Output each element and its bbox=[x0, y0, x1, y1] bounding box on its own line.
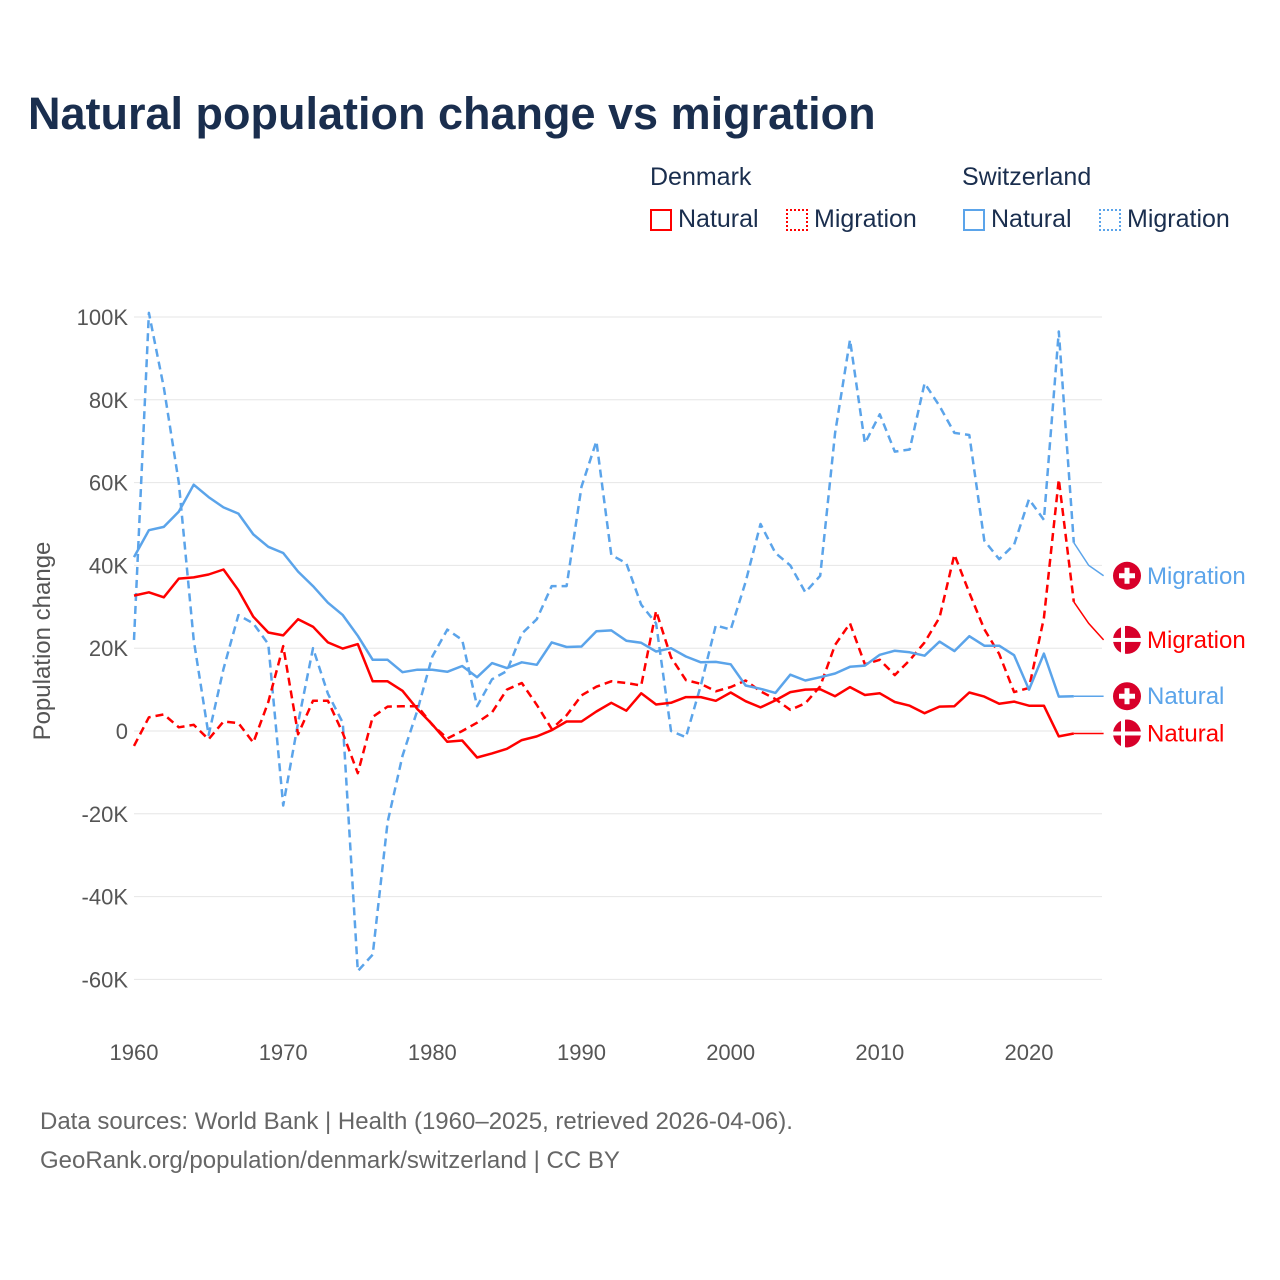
y-tick-label: 40K bbox=[89, 553, 128, 578]
series-end-label: Migration bbox=[1147, 627, 1246, 654]
y-tick-label: 0 bbox=[116, 719, 128, 744]
series-end-label: Natural bbox=[1147, 720, 1224, 747]
x-tick-label: 2010 bbox=[855, 1040, 904, 1065]
legend-switzerland-migration[interactable]: Migration bbox=[1099, 205, 1230, 234]
legend-denmark-natural[interactable]: Natural bbox=[650, 205, 759, 234]
attribution-link[interactable]: GeoRank.org/population/denmark/switzerla… bbox=[40, 1147, 620, 1174]
dotted-swatch-icon bbox=[786, 208, 808, 231]
y-tick-label: -40K bbox=[82, 885, 129, 910]
dotted-swatch-icon bbox=[1099, 208, 1121, 231]
source-line: Data sources: World Bank | Health (1960–… bbox=[40, 1108, 793, 1135]
legend-label: Migration bbox=[1127, 205, 1230, 233]
legend-label: Natural bbox=[678, 205, 759, 233]
legend-label: Natural bbox=[991, 205, 1072, 233]
chart-title: Natural population change vs migration bbox=[28, 88, 876, 139]
x-tick-label: 2020 bbox=[1005, 1040, 1054, 1065]
solid-swatch-icon bbox=[963, 208, 985, 231]
x-tick-label: 1990 bbox=[557, 1040, 606, 1065]
y-tick-label: 80K bbox=[89, 388, 128, 413]
y-tick-label: -20K bbox=[82, 802, 129, 827]
y-tick-label: 100K bbox=[77, 305, 129, 330]
series-projection-line bbox=[1073, 601, 1105, 641]
series-projection-line bbox=[1073, 542, 1105, 577]
denmark-flag-icon bbox=[1113, 719, 1141, 748]
solid-swatch-icon bbox=[650, 208, 672, 231]
x-tick-label: 1960 bbox=[110, 1040, 159, 1065]
series-line-denmark-migration bbox=[132, 478, 1076, 775]
series-end-label: Natural bbox=[1147, 683, 1224, 710]
x-tick-label: 1970 bbox=[259, 1040, 308, 1065]
legend-group-switzerland: Switzerland bbox=[962, 163, 1092, 191]
legend-denmark-migration[interactable]: Migration bbox=[786, 205, 917, 234]
series-end-label: Migration bbox=[1147, 563, 1246, 590]
series-line-switzerland-migration bbox=[132, 311, 1076, 973]
legend-group-denmark: Denmark bbox=[650, 163, 752, 191]
y-tick-label: -60K bbox=[82, 967, 129, 992]
switzerland-flag-icon bbox=[1113, 561, 1141, 590]
legend-label: Migration bbox=[814, 205, 917, 233]
x-tick-label: 2000 bbox=[706, 1040, 755, 1065]
y-axis-label: Population change bbox=[29, 542, 56, 741]
legend-switzerland-natural[interactable]: Natural bbox=[963, 205, 1072, 234]
series-line-denmark-natural bbox=[133, 568, 1075, 759]
x-tick-label: 1980 bbox=[408, 1040, 457, 1065]
denmark-flag-icon bbox=[1113, 625, 1141, 654]
y-tick-label: 20K bbox=[89, 636, 128, 661]
switzerland-flag-icon bbox=[1113, 682, 1141, 711]
y-tick-label: 60K bbox=[89, 471, 128, 496]
series-line-switzerland-natural bbox=[132, 483, 1074, 698]
